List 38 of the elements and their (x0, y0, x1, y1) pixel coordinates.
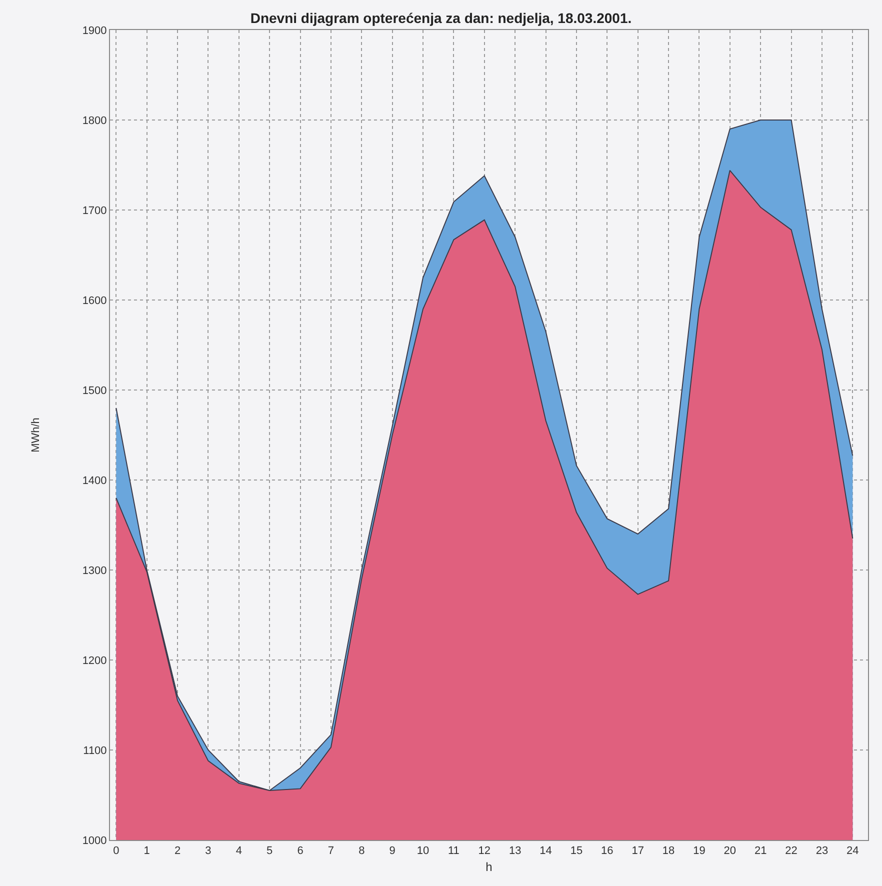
x-tick-label: 5 (266, 845, 273, 858)
x-tick-label: 21 (754, 845, 767, 858)
y-tick-label: 1100 (83, 744, 107, 757)
x-tick-label: 17 (632, 845, 644, 858)
y-tick-label: 1800 (82, 114, 107, 127)
x-tick-label: 4 (236, 845, 242, 858)
x-axis-title: h (486, 860, 492, 874)
x-tick-label: 24 (846, 845, 859, 858)
y-tick-label: 1200 (82, 654, 107, 667)
y-tick-label: 1900 (82, 24, 107, 37)
x-tick-label: 7 (328, 845, 334, 858)
chart-title: Dnevni dijagram opterećenja za dan: nedjelja, 18.03.2001. (250, 10, 632, 26)
x-tick-label: 23 (816, 845, 828, 858)
x-tick-label: 0 (113, 845, 120, 858)
x-tick-label: 16 (601, 845, 614, 858)
x-tick-label: 6 (297, 845, 304, 858)
x-tick-label: 10 (416, 845, 430, 858)
x-tick-label: 15 (570, 845, 583, 858)
y-tick-label: 1700 (82, 204, 107, 217)
x-tick-label: 8 (358, 845, 365, 858)
x-tick-label: 13 (508, 845, 522, 858)
y-tick-label: 1300 (82, 564, 107, 577)
x-tick-label: 14 (540, 845, 552, 858)
y-tick-label: 1600 (82, 294, 107, 307)
y-axis-title: MWh/h (30, 418, 42, 452)
x-tick-label: 3 (205, 845, 212, 858)
x-tick-label: 12 (478, 845, 491, 858)
x-tick-label: 2 (174, 845, 181, 858)
x-tick-label: 9 (389, 845, 396, 858)
x-tick-label: 1 (144, 845, 150, 858)
y-tick-label: 1400 (82, 474, 107, 487)
y-tick-label: 1500 (82, 384, 107, 397)
x-tick-label: 20 (724, 845, 736, 858)
x-tick-label: 22 (785, 845, 798, 858)
y-tick-label: 1000 (82, 834, 107, 847)
x-tick-label: 18 (662, 845, 675, 858)
x-tick-label: 19 (693, 845, 706, 858)
x-tick-label: 11 (448, 845, 460, 858)
